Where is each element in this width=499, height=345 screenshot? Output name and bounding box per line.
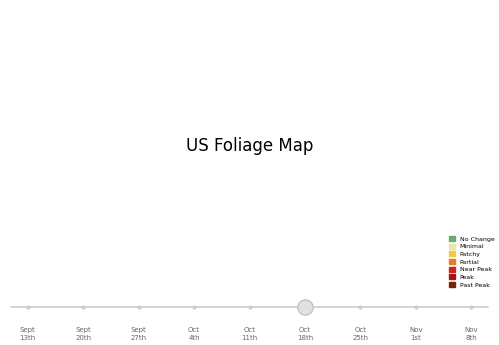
Text: US Foliage Map: US Foliage Map	[186, 137, 313, 155]
Text: Sept
13th: Sept 13th	[19, 327, 36, 341]
Text: Oct
4th: Oct 4th	[188, 327, 200, 341]
Text: Nov
1st: Nov 1st	[409, 327, 423, 341]
Text: Oct
11th: Oct 11th	[242, 327, 257, 341]
Legend: No Change, Minimal, Patchy, Partial, Near Peak, Peak, Past Peak: No Change, Minimal, Patchy, Partial, Nea…	[448, 235, 496, 289]
Text: Oct
18th: Oct 18th	[297, 327, 313, 341]
Text: Oct
25th: Oct 25th	[352, 327, 368, 341]
Text: Nov
8th: Nov 8th	[465, 327, 478, 341]
Text: Sept
20th: Sept 20th	[75, 327, 91, 341]
Text: Sept
27th: Sept 27th	[131, 327, 147, 341]
